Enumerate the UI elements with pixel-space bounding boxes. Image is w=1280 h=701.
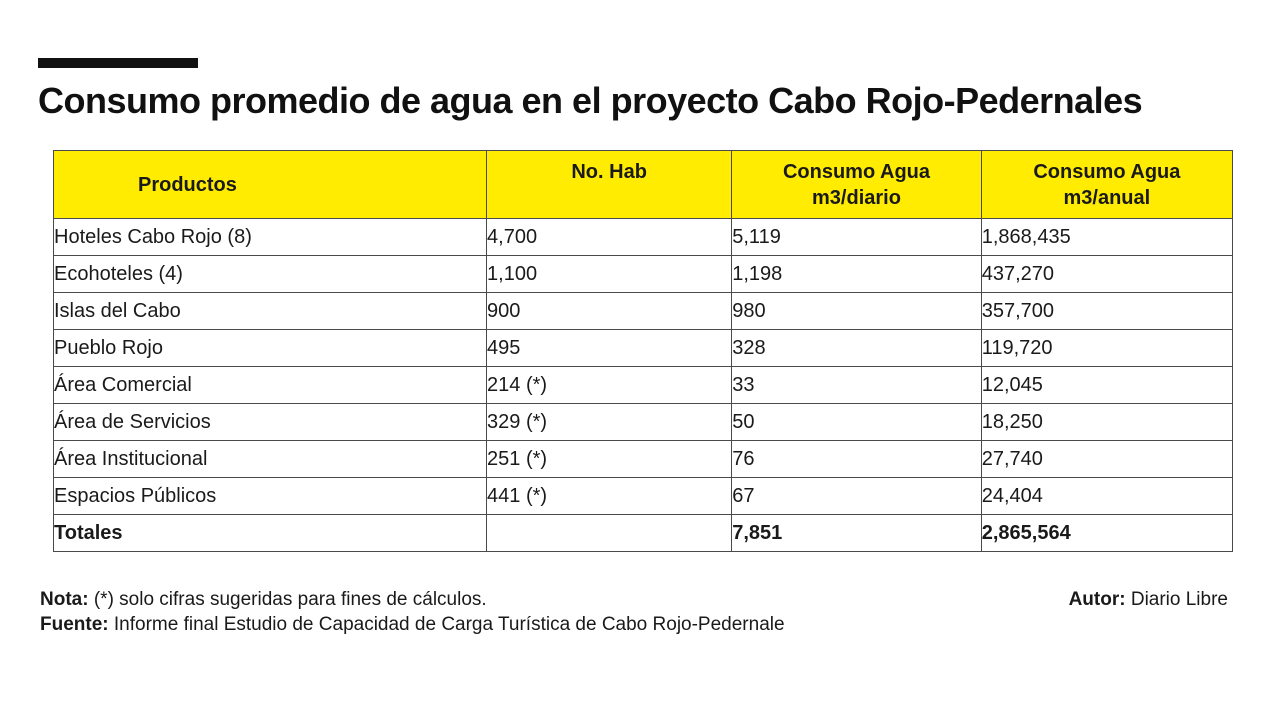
cell-hab: 900 <box>486 292 733 330</box>
table-row: Área Institucional 251 (*) 76 27,740 <box>52 440 1234 478</box>
water-consumption-table: Productos No. Hab Consumo Agua m3/diario… <box>52 150 1234 552</box>
header-consumo-diario-line1: Consumo Agua <box>782 161 930 183</box>
table-row: Espacios Públicos 441 (*) 67 24,404 <box>52 477 1234 515</box>
table-row: Hoteles Cabo Rojo (8) 4,700 5,119 1,868,… <box>52 218 1234 256</box>
nota-line: Nota: (*) solo cifras sugeridas para fin… <box>40 587 785 612</box>
title-accent-rule <box>38 58 198 68</box>
table-header-row: Productos No. Hab Consumo Agua m3/diario… <box>52 150 1234 219</box>
nota-label: Nota: <box>40 589 89 610</box>
table-row: Islas del Cabo 900 980 357,700 <box>52 292 1234 330</box>
fuente-text: Informe final Estudio de Capacidad de Ca… <box>108 614 785 635</box>
table-row: Ecohoteles (4) 1,100 1,198 437,270 <box>52 255 1234 293</box>
cell-anual: 24,404 <box>980 477 1234 515</box>
cell-anual: 119,720 <box>980 329 1234 367</box>
cell-diario: 76 <box>731 440 982 478</box>
header-consumo-diario-line2: m3/diario <box>812 187 901 209</box>
cell-producto: Área Comercial <box>52 366 488 404</box>
cell-hab: 1,100 <box>486 255 733 293</box>
cell-hab: 329 (*) <box>486 403 733 441</box>
totals-hab <box>486 514 733 552</box>
header-consumo-anual-line2: m3/anual <box>1063 187 1151 209</box>
table-row: Área Comercial 214 (*) 33 12,045 <box>52 366 1234 404</box>
cell-producto: Islas del Cabo <box>52 292 488 330</box>
cell-anual: 18,250 <box>980 403 1234 441</box>
cell-hab: 441 (*) <box>486 477 733 515</box>
cell-producto: Área Institucional <box>52 440 488 478</box>
author-text: Diario Libre <box>1125 589 1228 610</box>
header-productos: Productos <box>52 150 488 219</box>
fuente-label: Fuente: <box>40 614 109 635</box>
cell-anual: 1,868,435 <box>980 218 1234 256</box>
cell-producto: Ecohoteles (4) <box>52 255 488 293</box>
table-row: Área de Servicios 329 (*) 50 18,250 <box>52 403 1234 441</box>
totals-anual: 2,865,564 <box>980 514 1234 552</box>
cell-diario: 50 <box>731 403 982 441</box>
cell-hab: 214 (*) <box>486 366 733 404</box>
totals-row: Totales 7,851 2,865,564 <box>52 514 1234 552</box>
cell-producto: Pueblo Rojo <box>52 329 488 367</box>
author-credit: Autor: Diario Libre <box>1069 587 1228 612</box>
header-consumo-diario: Consumo Agua m3/diario <box>731 150 982 219</box>
cell-anual: 12,045 <box>980 366 1234 404</box>
cell-diario: 1,198 <box>731 255 982 293</box>
header-no-hab: No. Hab <box>486 150 733 219</box>
table-row: Pueblo Rojo 495 328 119,720 <box>52 329 1234 367</box>
cell-diario: 328 <box>731 329 982 367</box>
header-consumo-anual-line1: Consumo Agua <box>1033 161 1181 183</box>
cell-producto: Hoteles Cabo Rojo (8) <box>52 218 488 256</box>
cell-hab: 4,700 <box>486 218 733 256</box>
header-productos-label: Productos <box>138 173 237 196</box>
totals-label: Totales <box>52 514 488 552</box>
header-consumo-anual: Consumo Agua m3/anual <box>980 150 1234 219</box>
cell-anual: 27,740 <box>980 440 1234 478</box>
header-no-hab-label: No. Hab <box>571 161 647 183</box>
cell-hab: 495 <box>486 329 733 367</box>
page-title: Consumo promedio de agua en el proyecto … <box>38 80 1143 121</box>
cell-diario: 33 <box>731 366 982 404</box>
cell-producto: Espacios Públicos <box>52 477 488 515</box>
footnotes: Nota: (*) solo cifras sugeridas para fin… <box>40 587 785 637</box>
totals-diario: 7,851 <box>731 514 982 552</box>
nota-text: (*) solo cifras sugeridas para fines de … <box>88 589 487 610</box>
author-label: Autor: <box>1068 589 1126 610</box>
cell-anual: 437,270 <box>980 255 1234 293</box>
cell-diario: 67 <box>731 477 982 515</box>
fuente-line: Fuente: Informe final Estudio de Capacid… <box>40 612 785 637</box>
cell-producto: Área de Servicios <box>52 403 488 441</box>
cell-diario: 5,119 <box>731 218 982 256</box>
cell-anual: 357,700 <box>980 292 1234 330</box>
cell-diario: 980 <box>731 292 982 330</box>
cell-hab: 251 (*) <box>486 440 733 478</box>
